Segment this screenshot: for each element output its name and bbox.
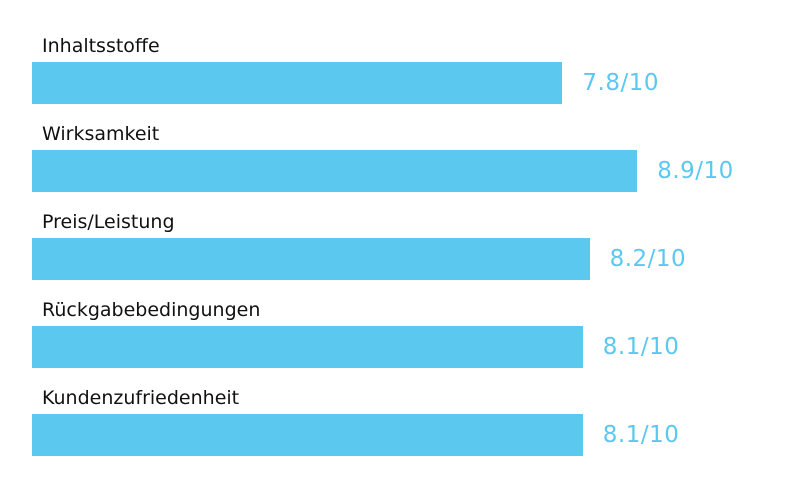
category-label: Preis/Leistung (42, 211, 175, 233)
category-label: Rückgabebedingungen (42, 299, 261, 321)
data-label: 8.9/10 (657, 158, 734, 184)
category-label: Kundenzufriedenheit (42, 387, 240, 409)
data-label: 7.8/10 (582, 70, 659, 96)
data-label: 8.1/10 (602, 334, 680, 360)
category-label: Inhaltsstoffe (42, 35, 160, 57)
data-label: 8.1/10 (602, 422, 680, 448)
bar (32, 326, 583, 368)
data-label: 8.2/10 (609, 246, 687, 272)
category-label: Wirksamkeit (42, 123, 160, 145)
bar (32, 414, 583, 456)
bar (32, 150, 638, 192)
bar (32, 62, 563, 104)
bar (32, 238, 590, 280)
